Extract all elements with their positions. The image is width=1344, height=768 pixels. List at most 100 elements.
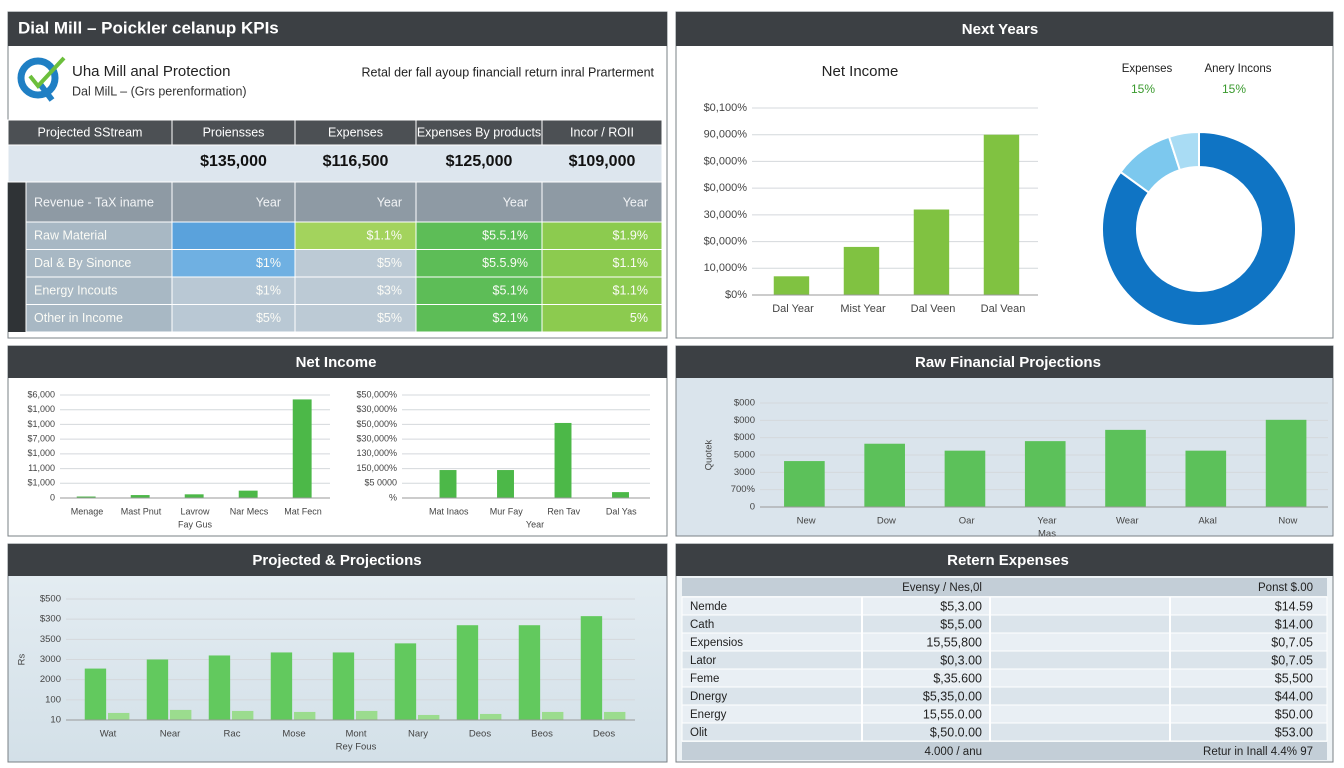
table-cell (415, 221, 543, 250)
donut-segment (1167, 130, 1200, 172)
y-axis-label: Quotek (704, 439, 715, 470)
y-tick-label: 3500 (40, 634, 61, 645)
y-tick-label: $1,000 (27, 404, 55, 414)
x-axis-label: Rey Fous (336, 742, 377, 753)
cell-value: $1% (256, 283, 281, 297)
panel-header (8, 12, 667, 46)
x-tick-label: Beos (531, 729, 553, 740)
bar (580, 616, 603, 720)
x-tick-label: Ren Tav (547, 506, 580, 516)
donut-segment (1101, 130, 1297, 327)
bar (439, 470, 457, 498)
y-tick-label: $000 (734, 398, 755, 409)
row-label: Cath (690, 619, 714, 631)
row-label: Olit (690, 727, 708, 739)
table-row (681, 668, 1328, 688)
cell-value: $1.1% (613, 283, 648, 297)
y-tick-label: 2000 (40, 674, 61, 685)
table-cell (171, 304, 296, 333)
bar (944, 450, 986, 507)
bar (497, 470, 514, 498)
legend-value: 15% (1222, 82, 1246, 96)
cell-value: $1% (256, 256, 281, 270)
bar (604, 711, 626, 720)
table-row (681, 650, 1328, 670)
bar (232, 710, 254, 720)
bar (773, 276, 810, 295)
bar (913, 209, 950, 295)
x-tick-label: Near (160, 729, 181, 740)
panel-header (676, 544, 1333, 576)
total-value: $135,000 (200, 153, 267, 170)
sub-header-cell (415, 181, 543, 223)
row-label: Raw Material (34, 228, 107, 242)
cell-value: $14.59 (1275, 599, 1313, 613)
table-row (681, 704, 1328, 724)
x-tick-label: Now (1278, 516, 1297, 527)
cell-value: $5,5.00 (940, 617, 982, 631)
row-strip (8, 182, 26, 332)
row-label: Feme (690, 673, 719, 685)
x-tick-label: Dal Yas (606, 506, 637, 516)
y-tick-label: 10 (50, 715, 61, 726)
bar (456, 625, 479, 720)
x-axis-label: Year (526, 519, 544, 529)
y-tick-label: 5000 (734, 450, 755, 461)
table-header-cell (541, 119, 663, 146)
x-axis-label: Fay Gus (178, 519, 213, 529)
y-tick-label: $30,000% (356, 434, 397, 444)
y-tick-label: $000 (734, 415, 755, 426)
table-row (681, 596, 1328, 616)
legend-value: 15% (1131, 82, 1155, 96)
y-tick-label: $6,000 (27, 389, 55, 399)
y-tick-label: 100 (45, 694, 61, 705)
table-cell (294, 304, 417, 333)
x-tick-label: Akal (1198, 516, 1216, 527)
bar (518, 625, 541, 720)
x-tick-label: Deos (469, 729, 491, 740)
table-row (681, 632, 1328, 652)
y-tick-label: 11,000 (28, 463, 55, 473)
cell-value: $,50.0.00 (930, 725, 982, 739)
panel-title: Next Years (962, 21, 1038, 38)
cell-value: $1.9% (613, 228, 648, 242)
cell-value: $44.00 (1275, 689, 1313, 703)
bar (843, 246, 880, 295)
y-tick-label: $300 (40, 614, 61, 625)
x-tick-label: Lavrow (180, 506, 210, 516)
table-footer (682, 742, 1327, 760)
cell-value: $50.00 (1275, 707, 1313, 721)
y-tick-label: $7,000 (27, 434, 55, 444)
cell-value: $5% (256, 311, 281, 325)
logo (17, 56, 66, 102)
y-tick-label: 3000 (734, 467, 755, 478)
x-tick-label: Mur Fay (490, 506, 524, 516)
cell-value: $53.00 (1275, 725, 1313, 739)
y-tick-label: 3000 (40, 654, 61, 665)
x-tick-label: Mose (282, 729, 305, 740)
legend-name: Anery Incons (1204, 63, 1271, 75)
table-cell (415, 304, 543, 333)
x-tick-label: Dal Year (772, 303, 814, 315)
x-tick-label: Dal Veen (911, 303, 956, 315)
row-label: Dal & By Sinonce (34, 256, 131, 270)
table-cell (415, 249, 543, 278)
y-tick-label: $5 0000 (364, 478, 397, 488)
y-tick-label: $1,000 (27, 419, 55, 429)
y-tick-label: $500 (40, 594, 61, 605)
table-header: Incor / ROII (570, 125, 634, 139)
bar (84, 668, 107, 720)
cell-value: $1.1% (613, 256, 648, 270)
y-tick-label: 0 (50, 492, 55, 502)
panel-title: Retern Expenses (947, 552, 1069, 569)
cell-value: 15,55,800 (926, 635, 982, 649)
panel-header (676, 12, 1333, 46)
x-tick-label: Menage (71, 506, 104, 516)
y-tick-label: 130,000% (356, 448, 397, 458)
bar (784, 461, 825, 507)
bar (270, 652, 293, 720)
cell-value: $14.00 (1275, 617, 1313, 631)
bar (238, 490, 258, 498)
table-header: Ponst $.00 (1258, 582, 1313, 594)
y-tick-label: $50,000% (356, 389, 397, 399)
